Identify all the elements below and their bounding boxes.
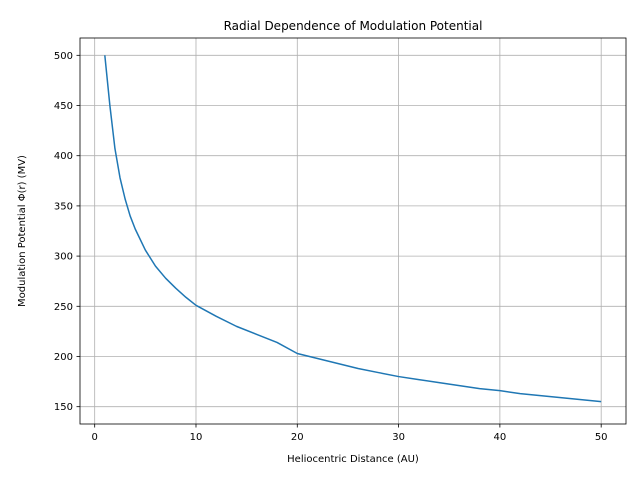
- x-tick-label: 40: [494, 432, 507, 443]
- y-tick-label: 500: [54, 51, 73, 62]
- x-axis-label: Heliocentric Distance (AU): [287, 454, 419, 465]
- y-tick-label: 200: [54, 352, 73, 363]
- grid: [80, 38, 626, 424]
- y-tick-label: 150: [54, 402, 73, 413]
- x-tick-label: 50: [595, 432, 608, 443]
- x-tick-label: 30: [392, 432, 405, 443]
- x-axis-ticks: 0 10 20 30 40 50: [92, 424, 608, 443]
- y-tick-label: 450: [54, 101, 73, 112]
- series-layer: [104, 55, 602, 403]
- y-tick-label: 300: [54, 252, 73, 263]
- chart-title: Radial Dependence of Modulation Potentia…: [224, 19, 483, 33]
- y-axis-label: Modulation Potential Φ(r) (MV): [17, 155, 28, 307]
- x-tick-label: 20: [291, 432, 304, 443]
- y-tick-label: 400: [54, 151, 73, 162]
- y-axis-ticks: 150 200 250 300 350 400 450 500: [54, 51, 80, 413]
- plot-frame: [79, 37, 627, 425]
- x-tick-label: 10: [190, 432, 203, 443]
- y-tick-label: 350: [54, 201, 73, 212]
- series-line: [104, 55, 602, 403]
- x-tick-label: 0: [92, 432, 98, 443]
- y-tick-label: 250: [54, 302, 73, 313]
